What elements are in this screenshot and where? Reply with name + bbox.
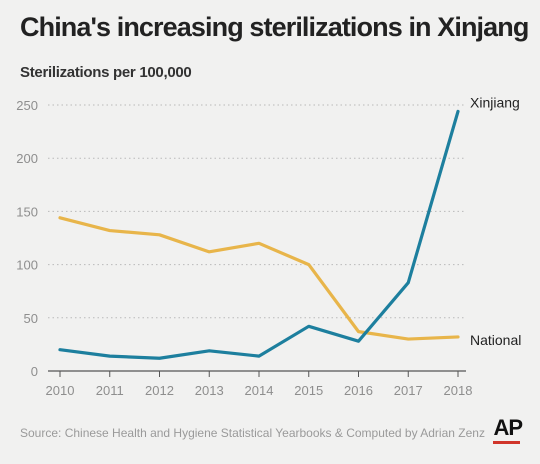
x-tick-label: 2014 bbox=[245, 383, 274, 398]
y-tick-label: 50 bbox=[24, 311, 38, 326]
y-tick-label: 100 bbox=[16, 258, 38, 273]
y-tick-label: 150 bbox=[16, 204, 38, 219]
chart-subtitle: Sterilizations per 100,000 bbox=[20, 64, 192, 81]
series-label-national: National bbox=[470, 332, 521, 348]
chart-title: China's increasing sterilizations in Xin… bbox=[20, 12, 529, 42]
series-line-xinjiang bbox=[58, 109, 460, 360]
ap-logo-text: AP bbox=[493, 415, 523, 440]
series-label-xinjiang: Xinjiang bbox=[470, 94, 520, 110]
x-tick-label: 2012 bbox=[145, 383, 174, 398]
x-tick-label: 2015 bbox=[294, 383, 323, 398]
series-line-national bbox=[58, 216, 460, 341]
x-tick-label: 2010 bbox=[46, 383, 75, 398]
x-tick-label: 2016 bbox=[344, 383, 373, 398]
x-tick-label: 2018 bbox=[444, 383, 473, 398]
source-note: Source: Chinese Health and Hygiene Stati… bbox=[20, 426, 485, 440]
ap-logo-underline bbox=[493, 441, 520, 444]
y-tick-label: 200 bbox=[16, 151, 38, 166]
y-tick-label: 0 bbox=[31, 364, 38, 379]
x-tick-label: 2011 bbox=[96, 383, 124, 398]
x-tick-label: 2013 bbox=[195, 383, 224, 398]
ap-logo: AP bbox=[493, 415, 523, 444]
x-tick-label: 2017 bbox=[394, 383, 423, 398]
y-tick-label: 250 bbox=[16, 98, 38, 113]
